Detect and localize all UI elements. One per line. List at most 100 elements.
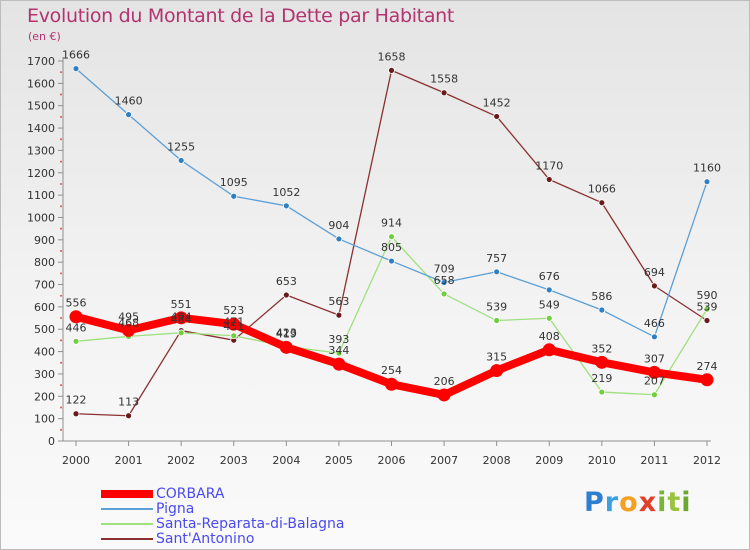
- y-minor-tick: [60, 115, 62, 118]
- y-tick-label: 1600: [27, 77, 55, 90]
- y-tick-label: 600: [34, 301, 55, 314]
- data-label: 658: [434, 274, 455, 287]
- data-label: 757: [486, 252, 507, 265]
- data-label: 468: [118, 316, 139, 329]
- data-point: [647, 365, 661, 379]
- data-label: 523: [223, 304, 244, 317]
- data-point: [385, 377, 398, 391]
- data-point: [335, 311, 343, 319]
- y-minor-tick: [60, 428, 62, 431]
- y-minor-tick: [60, 227, 62, 230]
- data-point: [335, 235, 343, 243]
- x-tick-label: 2011: [640, 454, 668, 467]
- chart-unit-label: (en €): [28, 30, 61, 43]
- y-tick-label: 1700: [27, 55, 55, 68]
- data-point: [440, 290, 448, 298]
- data-point: [388, 257, 395, 265]
- data-label: 344: [328, 344, 349, 357]
- legend-label: CORBARA: [156, 486, 225, 502]
- data-label: 1558: [430, 73, 458, 86]
- x-tick-label: 2005: [325, 454, 353, 467]
- y-tick-label: 1500: [27, 100, 55, 113]
- data-label: 484: [171, 313, 192, 326]
- data-label: 446: [66, 321, 87, 334]
- y-minor-tick: [60, 71, 62, 74]
- y-minor-tick: [60, 406, 62, 409]
- logo-letter: r: [604, 487, 620, 518]
- data-point: [700, 373, 714, 387]
- data-point: [72, 410, 80, 418]
- data-label: 1170: [535, 159, 563, 172]
- y-minor-tick: [60, 317, 62, 320]
- series-points: [69, 65, 714, 420]
- legend-swatch: [101, 508, 153, 510]
- data-label: 207: [644, 375, 665, 388]
- data-labels: 122 113 494 451 653 563 1658 1558 1452 1170 1066 69…: [62, 49, 721, 409]
- data-point: [703, 178, 711, 186]
- x-tick-label: 2002: [167, 454, 195, 467]
- data-label: 709: [434, 263, 455, 276]
- data-point: [545, 286, 553, 294]
- logo-letter: i: [681, 487, 692, 518]
- logo-letter: t: [667, 487, 682, 518]
- data-label: 551: [171, 298, 192, 311]
- data-label: 1666: [62, 49, 90, 62]
- y-minor-tick: [60, 93, 62, 96]
- line-chart: 0 100 200 300 400 500 600 700 800 900 1000 1100 1200…: [27, 49, 721, 467]
- data-label: 408: [539, 330, 560, 343]
- data-point: [72, 65, 80, 72]
- data-label: 1066: [588, 183, 616, 196]
- y-tick-label: 0: [48, 435, 55, 448]
- legend-label: Santa-Reparata-di-Balagna: [156, 516, 345, 532]
- data-label: 393: [328, 333, 349, 346]
- data-point: [651, 282, 658, 290]
- data-label: 419: [276, 327, 297, 340]
- data-label: 307: [644, 352, 665, 365]
- data-label: 494: [171, 311, 192, 324]
- data-point: [542, 343, 556, 357]
- data-point: [598, 306, 606, 314]
- data-label: 590: [697, 289, 718, 302]
- data-point: [493, 268, 501, 276]
- legend-label: Pigna: [156, 501, 195, 517]
- y-tick-label: 1400: [27, 122, 55, 135]
- data-point: [279, 340, 293, 354]
- data-label: 694: [644, 266, 665, 279]
- y-tick-label: 200: [34, 390, 55, 403]
- data-label: 466: [644, 317, 665, 330]
- data-label: 423: [276, 326, 297, 339]
- data-point: [125, 412, 132, 420]
- y-tick-label: 900: [34, 234, 55, 247]
- data-label: 539: [486, 301, 507, 314]
- y-tick-label: 500: [34, 323, 55, 336]
- y-tick-label: 1300: [27, 144, 55, 157]
- data-point: [440, 279, 448, 286]
- data-label: 315: [486, 351, 507, 364]
- data-label: 451: [223, 320, 244, 333]
- data-label: 352: [591, 342, 612, 355]
- data-point: [651, 333, 658, 341]
- x-tick-label: 2009: [535, 454, 563, 467]
- data-point: [177, 329, 185, 337]
- data-point: [72, 337, 80, 345]
- data-label: 113: [118, 396, 139, 409]
- y-minor-tick: [60, 205, 62, 208]
- x-tick-label: 2003: [220, 454, 248, 467]
- data-label: 1052: [272, 186, 300, 199]
- y-minor-tick: [60, 294, 62, 297]
- y-minor-tick: [60, 182, 62, 185]
- x-tick-label: 2007: [430, 454, 458, 467]
- y-minor-tick: [60, 384, 62, 387]
- legend-swatch: [101, 523, 153, 525]
- data-label: 549: [539, 298, 560, 311]
- x-tick-label: 2004: [272, 454, 300, 467]
- data-point: [69, 310, 83, 324]
- y-minor-tick: [60, 339, 62, 342]
- y-tick-label: 1200: [27, 167, 55, 180]
- data-label: 1460: [115, 95, 143, 108]
- data-label: 1160: [693, 162, 721, 175]
- proxiti-logo: Proxiti: [584, 487, 692, 518]
- data-point: [440, 89, 448, 97]
- x-tick-label: 2010: [588, 454, 616, 467]
- data-point: [598, 199, 606, 207]
